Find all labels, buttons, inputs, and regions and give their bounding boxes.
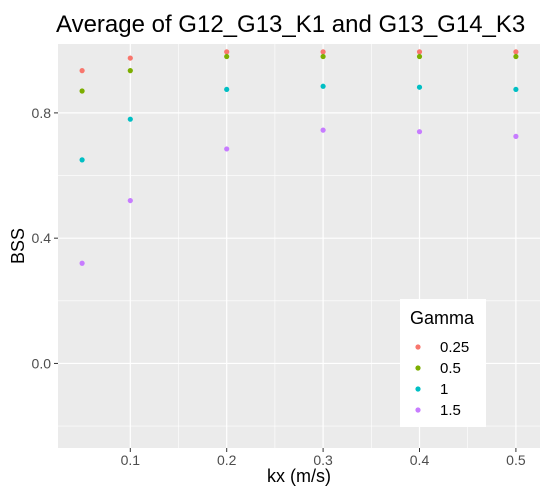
y-tick-label: 0.8: [32, 105, 52, 121]
x-tick-label: 0.1: [121, 452, 141, 468]
legend-key: [415, 365, 421, 371]
data-point: [416, 84, 423, 90]
grid-major: [58, 44, 540, 448]
legend-key: [415, 407, 421, 413]
data-point: [513, 86, 519, 93]
chart-title: Average of G12_G13_K1 and G13_G14_K3: [56, 11, 525, 38]
data-point: [127, 116, 133, 122]
data-point: [79, 88, 85, 94]
legend-label: 1: [440, 381, 448, 398]
legend-label: 0.5: [440, 360, 461, 377]
x-tick-label: 0.5: [506, 452, 526, 468]
data-point: [127, 55, 133, 61]
data-point: [224, 86, 230, 93]
legend-key: [415, 344, 421, 350]
data-point: [320, 53, 326, 60]
y-axis-title: BSS: [8, 228, 28, 264]
data-point: [513, 49, 519, 55]
data-point: [320, 127, 326, 133]
data-point: [320, 49, 326, 55]
legend-items: 0.25 0.5 1 1.5: [415, 339, 469, 419]
y-tick-label: 0.0: [32, 355, 52, 371]
y-tick-label: 0.4: [32, 230, 52, 246]
legend-label: 1.5: [440, 402, 461, 419]
axis-ticks: 0.0 0.4 0.8 0.1 0.2 0.3 0.4 0.5: [32, 105, 526, 468]
x-tick-label: 0.2: [217, 452, 237, 468]
data-point: [127, 197, 133, 204]
data-point: [224, 53, 230, 60]
x-tick-label: 0.4: [410, 452, 430, 468]
legend-title: Gamma: [410, 308, 475, 328]
data-points: [79, 49, 519, 266]
data-point: [224, 49, 230, 55]
data-point: [416, 129, 423, 135]
data-point: [416, 49, 423, 55]
x-tick-label: 0.3: [313, 452, 333, 468]
data-point: [79, 157, 85, 163]
data-point: [513, 53, 519, 60]
legend-key: [415, 386, 421, 392]
data-point: [79, 68, 85, 74]
legend: Gamma 0.25 0.5 1 1.5: [400, 299, 486, 427]
legend-box: [400, 299, 486, 427]
data-point: [127, 68, 133, 74]
data-point: [513, 133, 519, 139]
x-axis-title: kx (m/s): [267, 466, 331, 486]
data-point: [320, 83, 326, 89]
data-point: [79, 260, 85, 266]
legend-label: 0.25: [440, 339, 469, 356]
data-point: [416, 53, 423, 60]
data-point: [224, 146, 230, 152]
